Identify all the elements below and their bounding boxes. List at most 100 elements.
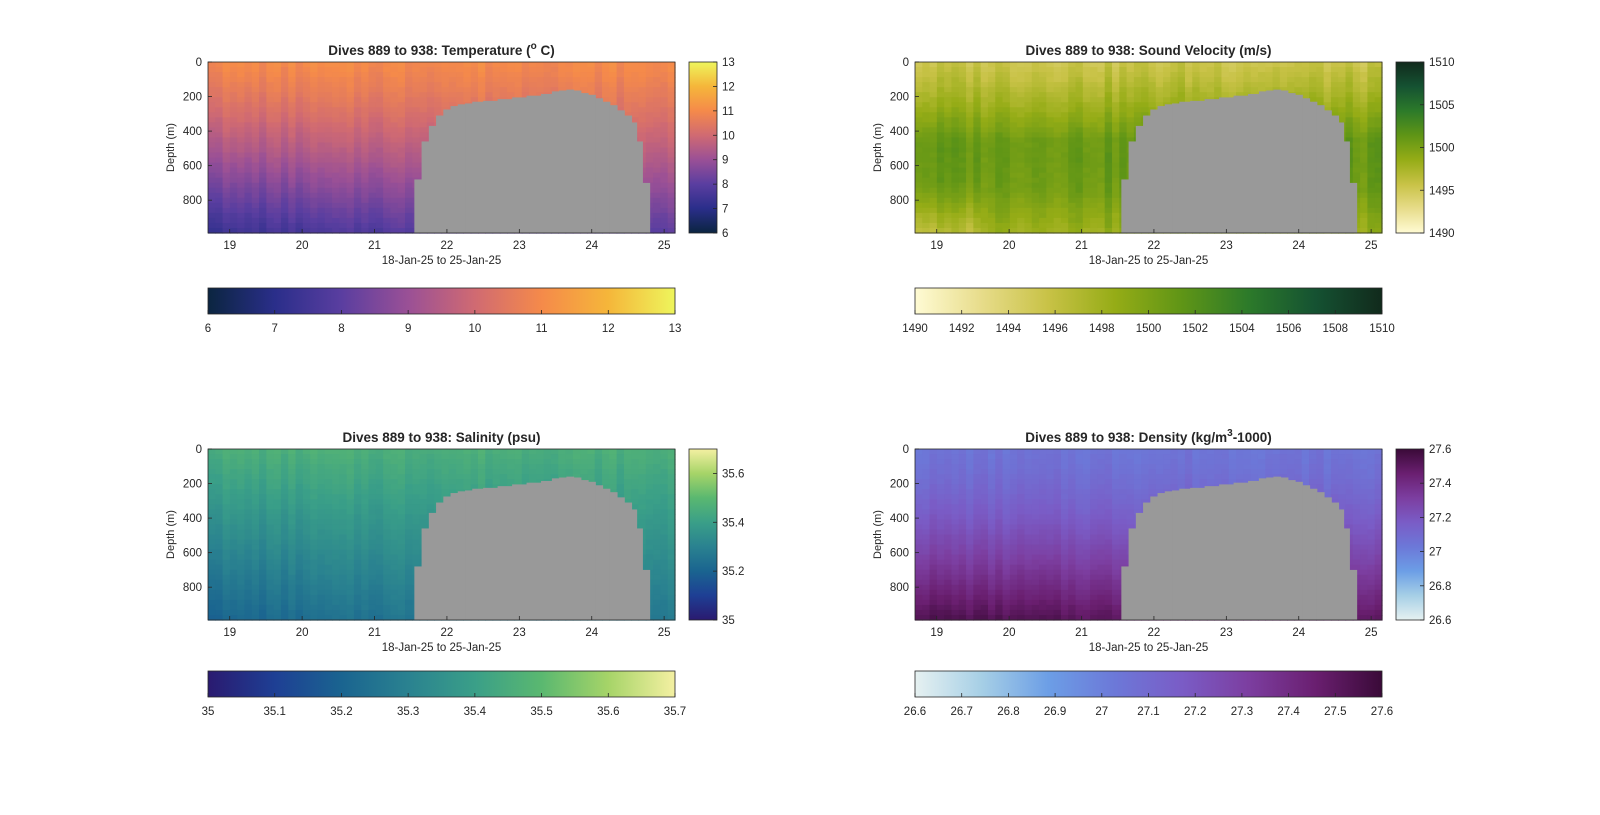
heatmap-cell bbox=[1046, 152, 1055, 159]
heatmap-cell bbox=[229, 82, 238, 88]
heatmap-cell bbox=[1294, 62, 1303, 68]
heatmap-cell bbox=[237, 564, 246, 571]
heatmap-cell bbox=[1082, 202, 1091, 209]
heatmap-cell bbox=[1090, 87, 1099, 93]
heatmap-cell bbox=[215, 197, 224, 204]
heatmap-cell bbox=[222, 599, 231, 606]
colorbar-tick-label: 7 bbox=[722, 204, 728, 216]
heatmap-cell bbox=[412, 82, 421, 88]
heatmap-cell bbox=[317, 117, 326, 123]
heatmap-cell bbox=[1031, 227, 1040, 234]
heatmap-cell bbox=[324, 67, 333, 73]
heatmap-cell bbox=[565, 77, 574, 83]
heatmap-cell bbox=[1104, 222, 1113, 229]
heatmap-cell bbox=[1068, 177, 1077, 184]
heatmap-cell bbox=[936, 162, 945, 169]
heatmap-cell bbox=[259, 137, 267, 144]
heatmap-cell bbox=[208, 122, 216, 128]
heatmap-cell bbox=[390, 162, 399, 169]
heatmap-cell bbox=[616, 67, 625, 73]
heatmap-cell bbox=[944, 72, 953, 78]
heatmap-cell bbox=[915, 137, 923, 144]
heatmap-cell bbox=[295, 217, 304, 224]
heatmap-cell bbox=[302, 172, 311, 179]
heatmap-cell bbox=[259, 167, 267, 174]
heatmap-cell bbox=[660, 92, 669, 98]
heatmap-cell bbox=[1360, 117, 1369, 123]
heatmap-cell bbox=[1039, 127, 1047, 134]
heatmap-cell bbox=[1002, 67, 1011, 73]
heatmap-cell bbox=[1367, 67, 1376, 73]
heatmap-cell bbox=[324, 97, 333, 103]
heatmap-cell bbox=[536, 92, 545, 98]
heatmap-cell bbox=[346, 142, 355, 149]
heatmap-cell bbox=[660, 97, 669, 103]
heatmap-cell bbox=[383, 162, 392, 169]
heatmap-cell bbox=[660, 207, 669, 214]
heatmap-cell bbox=[229, 539, 238, 546]
heatmap-cell bbox=[208, 514, 216, 521]
heatmap-cell bbox=[448, 67, 457, 73]
heatmap-cell bbox=[288, 584, 297, 591]
heatmap-cell bbox=[1046, 122, 1055, 128]
heatmap-cell bbox=[251, 227, 260, 234]
heatmap-cell bbox=[1192, 82, 1201, 88]
heatmap-cell bbox=[266, 107, 275, 113]
heatmap-cell bbox=[1053, 92, 1062, 98]
heatmap-cell bbox=[958, 82, 967, 88]
heatmap-cell bbox=[1374, 72, 1383, 78]
heatmap-cell bbox=[1367, 82, 1376, 88]
heatmap-cell bbox=[273, 509, 282, 515]
heatmap-cell bbox=[397, 167, 406, 174]
heatmap-cell bbox=[1097, 182, 1106, 189]
heatmap-cell bbox=[1367, 157, 1376, 164]
heatmap-cell bbox=[208, 82, 216, 88]
heatmap-cell bbox=[244, 574, 253, 581]
heatmap-cell bbox=[1046, 112, 1055, 118]
heatmap-cell bbox=[1017, 87, 1026, 93]
heatmap-cell bbox=[1192, 92, 1201, 98]
heatmap-cell bbox=[259, 589, 267, 596]
heatmap-cell bbox=[653, 217, 662, 224]
heatmap-cell bbox=[266, 579, 275, 586]
heatmap-cell bbox=[1097, 197, 1106, 204]
heatmap-cell bbox=[280, 614, 289, 621]
heatmap-cell bbox=[995, 67, 1004, 73]
heatmap-cell bbox=[602, 92, 610, 98]
heatmap-cell bbox=[448, 82, 457, 88]
heatmap-cell bbox=[405, 227, 413, 234]
heatmap-cell bbox=[441, 102, 450, 108]
heatmap-cell bbox=[361, 227, 370, 234]
heatmap-cell bbox=[958, 157, 967, 164]
heatmap-cell bbox=[1060, 167, 1069, 174]
heatmap-cell bbox=[1192, 67, 1201, 73]
heatmap-cell bbox=[302, 469, 311, 475]
heatmap-cell bbox=[237, 112, 246, 118]
heatmap-cell bbox=[215, 207, 224, 214]
heatmap-cell bbox=[353, 182, 362, 189]
heatmap-cell bbox=[280, 499, 289, 505]
heatmap-cell bbox=[222, 62, 231, 68]
heatmap-cell bbox=[222, 529, 231, 536]
heatmap-cell bbox=[1017, 147, 1026, 154]
heatmap-cell bbox=[944, 217, 953, 224]
heatmap-cell bbox=[288, 112, 297, 118]
heatmap-cell bbox=[244, 604, 253, 611]
heatmap-cell bbox=[995, 222, 1004, 229]
heatmap-cell bbox=[266, 82, 275, 88]
heatmap-cell bbox=[229, 152, 238, 159]
heatmap-cell bbox=[1009, 192, 1018, 199]
heatmap-cell bbox=[237, 212, 246, 219]
heatmap-cell bbox=[1046, 117, 1055, 123]
heatmap-cell bbox=[973, 197, 982, 204]
heatmap-cell bbox=[251, 549, 260, 556]
heatmap-cell bbox=[1133, 87, 1142, 93]
heatmap-cell bbox=[310, 127, 319, 134]
heatmap-cell bbox=[215, 132, 224, 139]
heatmap-cell bbox=[375, 132, 384, 139]
heatmap-cell bbox=[390, 192, 399, 199]
heatmap-cell bbox=[1031, 207, 1040, 214]
heatmap-cell bbox=[609, 77, 618, 83]
heatmap-cell bbox=[660, 102, 669, 108]
mask-column bbox=[1349, 182, 1358, 233]
